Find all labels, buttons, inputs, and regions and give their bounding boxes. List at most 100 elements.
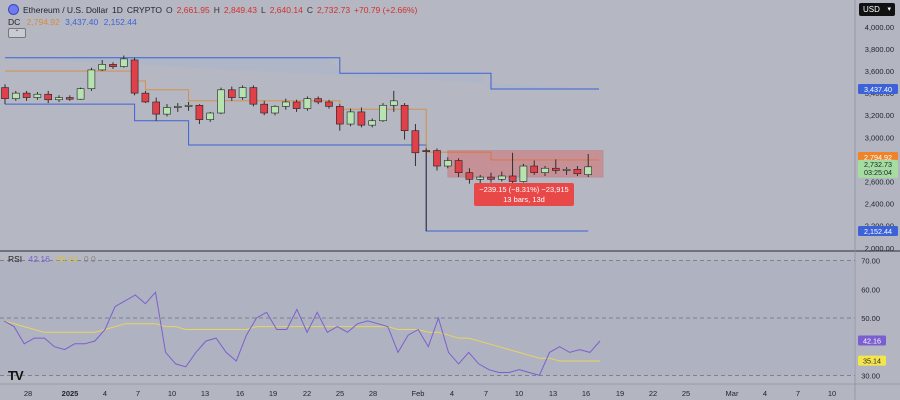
candle-body [400,104,409,131]
price-tag-lower: 2,152.44 [864,227,892,236]
rsi-tag-ma-bg [858,355,886,366]
open-value: 2,661.95 [176,4,210,15]
price-tag-basis: 2,794.92 [864,153,892,162]
price-tick-label: 3,200.00 [865,111,894,120]
time-tick-label: 13 [201,389,209,398]
price-tag-last-bg [858,159,898,178]
rsi-extra-value: 0 0 [83,254,96,264]
change-value: +70.79 (+2.66%) [354,4,418,15]
dc-upper-line [5,57,599,90]
candle-body [120,58,128,67]
candle-body [443,160,452,167]
time-tick-label: 7 [136,389,140,398]
open-label: O [166,4,173,15]
time-tick-label: Feb [412,389,425,398]
time-tick-label: 4 [103,389,107,398]
time-tick-label: 7 [796,389,800,398]
time-tick-label: 25 [336,389,344,398]
candle-body [1,87,9,99]
candle-body [228,89,236,98]
rsi-legend[interactable]: RSI 42.16 35.14 0 0 [8,254,96,264]
ethereum-icon [8,4,19,15]
rsi-tick-label: 60.00 [861,285,880,294]
dc-upper-value: 3,437.40 [65,17,99,27]
dc-basis-value: 2,794.92 [26,17,60,27]
close-value: 2,732.73 [316,4,351,15]
interval-label[interactable]: 1D [112,4,123,15]
price-tick-label: 2,000.00 [865,244,894,253]
dc-lower-line [5,103,589,232]
price-tag-countdown: 03:25:04 [864,168,892,177]
time-tick-label: 10 [515,389,523,398]
currency-selector[interactable]: USD ▾ [859,3,895,16]
dc-band-fill [5,57,599,90]
high-label: H [213,4,220,15]
candle-body [508,175,517,182]
dc-legend[interactable]: DC 2,794.92 3,437.40 2,152.44 [8,17,137,27]
time-tick-label: 10 [828,389,836,398]
chevron-down-icon: ▾ [887,6,891,13]
rsi-value: 42.16 [28,254,50,264]
time-tick-label: 4 [450,389,454,398]
candle-body [541,167,549,173]
price-tick-label: 3,800.00 [865,45,894,54]
candle-body [130,59,139,94]
candle-body [476,176,485,180]
candle-body [411,130,420,154]
candle-body [22,92,31,98]
candle-body [206,112,214,120]
candle-body [357,111,366,126]
time-tick-label: 16 [236,389,244,398]
price-tag-last: 2,732.73 [864,160,892,169]
candle-body [87,69,96,90]
measure-label-change: −239.15 (−8.31%) −23,915 [479,185,568,194]
dc-basis-line [5,70,599,161]
measure-label-bars: 13 bars, 13d [503,195,545,204]
candle-body [55,97,63,101]
candle-body [303,98,312,109]
rsi-ma-line [3,320,600,362]
low-value: 2,640.14 [269,4,303,15]
candle-body [152,101,160,115]
price-tag-lower-bg [858,225,898,236]
candle-body [66,97,74,100]
time-tick-label: 19 [269,389,277,398]
candle-body [217,89,225,114]
candle-body [314,98,323,103]
candle-body [109,64,117,67]
time-tick-label: 25 [682,389,690,398]
price-tag-basis-bg [858,151,898,162]
price-tick-label: 2,400.00 [865,200,894,209]
candle-body [551,167,560,171]
chevron-up-icon: ⌃ [14,30,20,36]
candle-body [33,93,42,98]
high-value: 2,849.43 [223,4,257,15]
candle-body [584,166,593,175]
price-tick-label: 2,600.00 [865,178,894,187]
candle-body [368,120,377,126]
time-tick-label: 7 [484,389,488,398]
time-tick-label: 28 [369,389,377,398]
price-tick-label: 3,000.00 [865,133,894,142]
candle-body [346,111,355,125]
candle-body [260,103,269,114]
symbol-title[interactable]: Ethereum / U.S. Dollar [23,4,109,15]
candle-body [163,107,171,115]
rsi-line [3,291,601,377]
time-tick-label: 13 [549,389,557,398]
collapse-legend-button[interactable]: ⌃ [8,28,26,38]
rsi-tag-value-bg [858,335,886,346]
candle-body [422,150,431,152]
candle-body [562,169,571,171]
candle-body [44,93,53,101]
rsi-ma-value: 35.14 [56,254,78,264]
price-tag-upper-bg [858,83,898,94]
candle-body [184,104,193,107]
price-tick-label: 4,000.00 [865,23,894,32]
candle-body [281,101,290,107]
time-tick-label: 2025 [62,389,79,398]
exchange-label: CRYPTO [126,4,163,15]
candle-body [98,64,106,71]
candle-body [379,104,387,122]
